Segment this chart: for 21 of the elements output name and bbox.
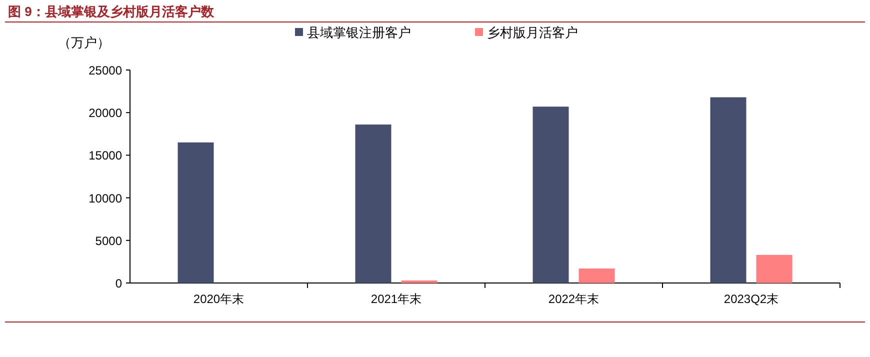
y-tick-label: 15000 <box>88 148 122 163</box>
x-tick-label: 2020年末 <box>193 292 244 306</box>
bar <box>178 142 214 283</box>
bar <box>710 97 746 283</box>
bar <box>401 280 438 283</box>
y-tick-label: 5000 <box>95 234 122 248</box>
x-tick-label: 2023Q2末 <box>724 292 779 306</box>
bar <box>756 254 792 283</box>
x-tick-label: 2022年末 <box>548 292 600 306</box>
bar <box>532 106 569 283</box>
y-tick-label: 20000 <box>88 106 122 120</box>
bar <box>578 268 615 283</box>
legend-label: 乡村版月活客户 <box>487 25 578 40</box>
y-tick-label: 10000 <box>88 191 122 206</box>
y-axis-title: （万户） <box>58 35 110 50</box>
bar <box>355 124 392 283</box>
x-tick-label: 2021年末 <box>370 292 422 306</box>
legend-label: 县域掌银注册客户 <box>307 25 411 40</box>
chart-title: 图 9：县域掌银及乡村版月活客户数 <box>8 4 215 19</box>
y-tick-label: 25000 <box>88 64 122 78</box>
y-tick-label: 0 <box>115 276 122 290</box>
